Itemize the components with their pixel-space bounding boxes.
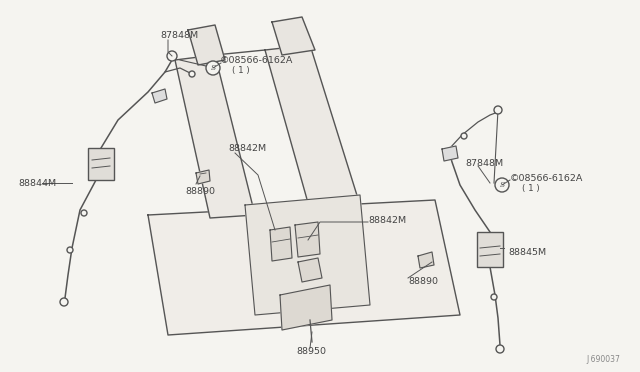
Text: ( 1 ): ( 1 ) — [232, 65, 250, 74]
Circle shape — [189, 71, 195, 77]
Bar — [477, 232, 503, 267]
Circle shape — [496, 345, 504, 353]
Polygon shape — [245, 195, 370, 315]
Polygon shape — [442, 146, 458, 161]
Polygon shape — [270, 227, 292, 261]
Polygon shape — [188, 25, 225, 65]
Polygon shape — [418, 252, 434, 268]
Text: ©08566-6162A: ©08566-6162A — [220, 55, 293, 64]
Text: 88890: 88890 — [185, 186, 215, 196]
Polygon shape — [298, 258, 322, 282]
Circle shape — [60, 298, 68, 306]
Bar — [88, 148, 114, 180]
Circle shape — [167, 51, 177, 61]
Text: S: S — [211, 64, 216, 72]
Text: J 690037: J 690037 — [586, 356, 620, 365]
Polygon shape — [280, 285, 332, 330]
Text: S: S — [499, 181, 504, 189]
Circle shape — [495, 178, 509, 192]
Text: 87848M: 87848M — [465, 158, 503, 167]
Polygon shape — [148, 200, 460, 335]
Text: 88842M: 88842M — [368, 215, 406, 224]
Text: 88842M: 88842M — [228, 144, 266, 153]
Polygon shape — [152, 89, 167, 103]
Text: ( 1 ): ( 1 ) — [522, 183, 540, 192]
Text: ©08566-6162A: ©08566-6162A — [510, 173, 584, 183]
Polygon shape — [295, 222, 320, 257]
Circle shape — [494, 106, 502, 114]
Text: 88890: 88890 — [408, 278, 438, 286]
Polygon shape — [265, 45, 360, 210]
Circle shape — [81, 210, 87, 216]
Text: 88950: 88950 — [296, 347, 326, 356]
Circle shape — [461, 133, 467, 139]
Circle shape — [206, 61, 220, 75]
Polygon shape — [272, 17, 315, 55]
Polygon shape — [196, 170, 210, 184]
Text: 88844M: 88844M — [18, 179, 56, 187]
Circle shape — [67, 247, 73, 253]
Polygon shape — [175, 55, 255, 218]
Text: 87848M: 87848M — [160, 31, 198, 39]
Text: 88845M: 88845M — [508, 247, 546, 257]
Circle shape — [491, 294, 497, 300]
